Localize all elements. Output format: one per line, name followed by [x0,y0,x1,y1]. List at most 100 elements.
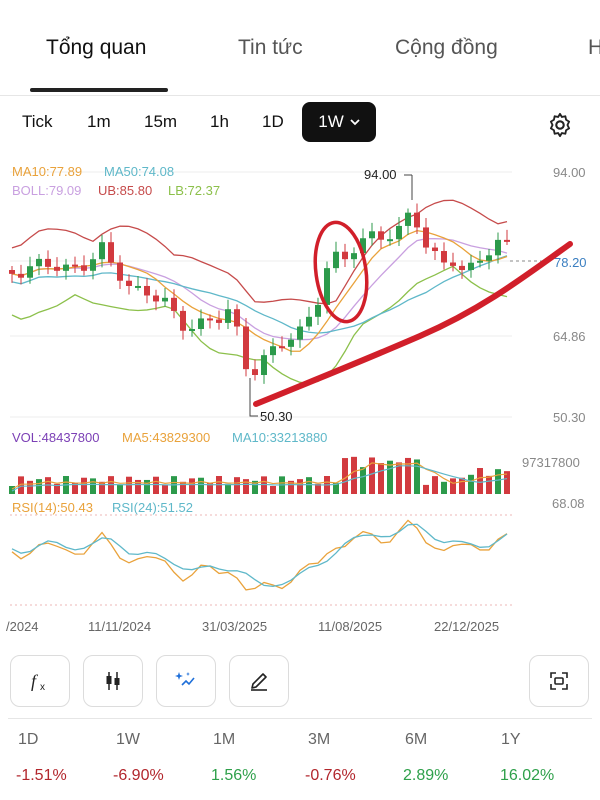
timeframe-1m[interactable]: 1m [87,112,111,131]
ma50-line [11,255,508,334]
candle-body [360,238,366,254]
lb-label: LB:72.37 [168,183,220,198]
candle-body [243,326,249,370]
volume-bar [207,482,213,494]
volume-bar [378,463,384,494]
date-label-5: 22/12/2025 [434,619,499,634]
volume-bar [9,486,15,494]
candle-body [81,265,87,271]
timeframe-tick[interactable]: Tick [22,112,53,131]
volume-bar [234,477,240,494]
chart-type-button[interactable] [83,655,143,707]
candle-body [261,355,267,376]
perf-value-1y: 16.02% [500,767,555,784]
price-grid [10,171,512,418]
price-tick-50: 50.30 [553,410,586,425]
candle-body [468,262,474,271]
timeframe-1d[interactable]: 1D [262,112,284,131]
candle-body [171,297,177,311]
tab-community[interactable]: Cộng đồng [395,36,498,59]
volume-bar [306,477,312,494]
volume-bar [153,476,159,494]
candlesticks [9,203,510,384]
volume-bar [225,483,231,494]
ma10-label: MA10:77.89 [12,164,82,179]
candle-body [441,251,447,263]
perf-value-1m: 1.56% [211,767,257,784]
candle-body [450,262,456,266]
timeframe-bar: Tick 1m 15m 1h 1D [0,100,600,148]
stock-chart[interactable]: MA10:77.89 MA50:74.08 BOLL:79.09 UB:85.8… [0,150,600,650]
candle-body [99,242,105,260]
volume-bar [18,476,24,494]
perf-period-1m: 1M [213,731,236,748]
chevron-down-icon [350,118,360,125]
lower-band-line [11,265,508,385]
volume-bar [81,477,87,494]
candle-body [216,319,222,323]
candle-body [369,231,375,239]
svg-text:x: x [40,682,45,693]
candle-body [504,239,510,242]
candle-body [198,318,204,330]
performance-table: 1D 1W 1M 3M 6M 1Y -1.51% -6.90% 1.56% -0… [8,718,592,799]
timeframe-1h[interactable]: 1h [210,112,229,131]
low-price-label: 50.30 [260,409,293,424]
tab-overview[interactable]: Tổng quan [46,36,147,59]
perf-value-3m: -0.76% [305,767,356,784]
perf-value-1w: -6.90% [113,767,164,784]
volume-bar [189,478,195,494]
screenshot-button[interactable] [529,655,589,707]
boll-mid-line [11,238,508,341]
candle-body [225,309,231,323]
candle-body [108,242,114,263]
volume-bar [297,479,303,494]
perf-period-3m: 3M [308,731,331,748]
ai-analysis-button[interactable] [156,655,216,707]
timeframe-1w-label: 1W [318,112,344,131]
candle-body [9,270,15,274]
volume-bar [351,456,357,494]
date-label-4: 11/08/2025 [318,619,382,634]
volume-bar [405,457,411,494]
tab-news[interactable]: Tin tức [238,36,303,59]
volume-bar [54,483,60,494]
date-label-1: /2024 [6,619,39,634]
candle-body [324,268,330,305]
rsi14-label: RSI(14):50.43 [12,500,93,515]
volume-bar [468,474,474,494]
perf-period-6m: 6M [405,731,428,748]
date-label-3: 31/03/2025 [202,619,267,634]
perf-value-6m: 2.89% [403,767,449,784]
timeframe-15m[interactable]: 15m [144,112,178,131]
tab-more[interactable]: H [588,36,600,59]
timeframe-1w-dropdown[interactable]: 1W [302,102,376,142]
volume-bar [144,479,150,494]
draw-button[interactable] [229,655,289,707]
candle-body [387,239,393,242]
top-tabs: Tổng quan Tin tức Cộng đồng H [0,0,600,96]
candle-body [333,251,339,269]
volume-bar [261,476,267,494]
candle-body [378,231,384,240]
candle-body [180,310,186,331]
candle-body [207,318,213,321]
volume-bar [288,480,294,494]
gear-icon[interactable] [546,111,574,139]
candle-body [315,304,321,317]
volume-bar [252,480,258,494]
circle-annotation [313,220,369,324]
candle-body [36,258,42,267]
rsi24-line [11,523,508,588]
volume-bar [243,479,249,494]
volume-bar [396,462,402,494]
price-tick-94: 94.00 [553,165,586,180]
volume-bar [333,482,339,494]
volume-bar [180,481,186,494]
rsi-top-label: 68.08 [552,496,585,511]
boll-label: BOLL:79.09 [12,183,81,198]
indicator-fx-button[interactable]: f x [10,655,70,707]
vol-label: VOL:48437800 [12,430,99,445]
candle-body [135,285,141,288]
candle-body [405,212,411,226]
